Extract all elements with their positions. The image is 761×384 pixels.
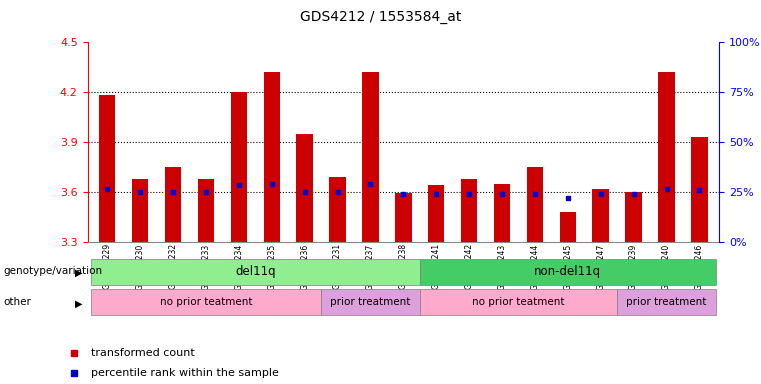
Bar bbox=[494, 184, 510, 242]
Text: no prior teatment: no prior teatment bbox=[160, 297, 252, 308]
Bar bbox=[593, 189, 609, 242]
Bar bbox=[691, 137, 708, 242]
Text: GDS4212 / 1553584_at: GDS4212 / 1553584_at bbox=[300, 10, 461, 23]
Text: genotype/variation: genotype/variation bbox=[4, 266, 103, 276]
FancyBboxPatch shape bbox=[91, 290, 321, 315]
Text: prior treatment: prior treatment bbox=[626, 297, 707, 308]
FancyBboxPatch shape bbox=[91, 259, 420, 285]
Text: non-del11q: non-del11q bbox=[534, 265, 601, 278]
Bar bbox=[99, 96, 116, 242]
Bar bbox=[559, 212, 576, 242]
Bar bbox=[198, 179, 214, 242]
Text: percentile rank within the sample: percentile rank within the sample bbox=[91, 368, 279, 378]
Text: del11q: del11q bbox=[235, 265, 275, 278]
Bar bbox=[461, 179, 477, 242]
Bar bbox=[165, 167, 181, 242]
Bar bbox=[362, 72, 379, 242]
Bar bbox=[527, 167, 543, 242]
FancyBboxPatch shape bbox=[617, 290, 716, 315]
Text: ▶: ▶ bbox=[75, 298, 82, 308]
Text: ▶: ▶ bbox=[75, 268, 82, 278]
Text: transformed count: transformed count bbox=[91, 348, 195, 358]
Text: other: other bbox=[4, 297, 32, 307]
FancyBboxPatch shape bbox=[420, 259, 716, 285]
Bar bbox=[428, 185, 444, 242]
FancyBboxPatch shape bbox=[420, 290, 617, 315]
Bar bbox=[395, 193, 412, 242]
Bar bbox=[330, 177, 345, 242]
Text: prior treatment: prior treatment bbox=[330, 297, 411, 308]
Bar bbox=[626, 192, 642, 242]
Bar bbox=[297, 134, 313, 242]
Bar bbox=[658, 72, 675, 242]
FancyBboxPatch shape bbox=[321, 290, 420, 315]
Bar bbox=[263, 72, 280, 242]
Bar bbox=[132, 179, 148, 242]
Text: no prior teatment: no prior teatment bbox=[473, 297, 565, 308]
Bar bbox=[231, 92, 247, 242]
